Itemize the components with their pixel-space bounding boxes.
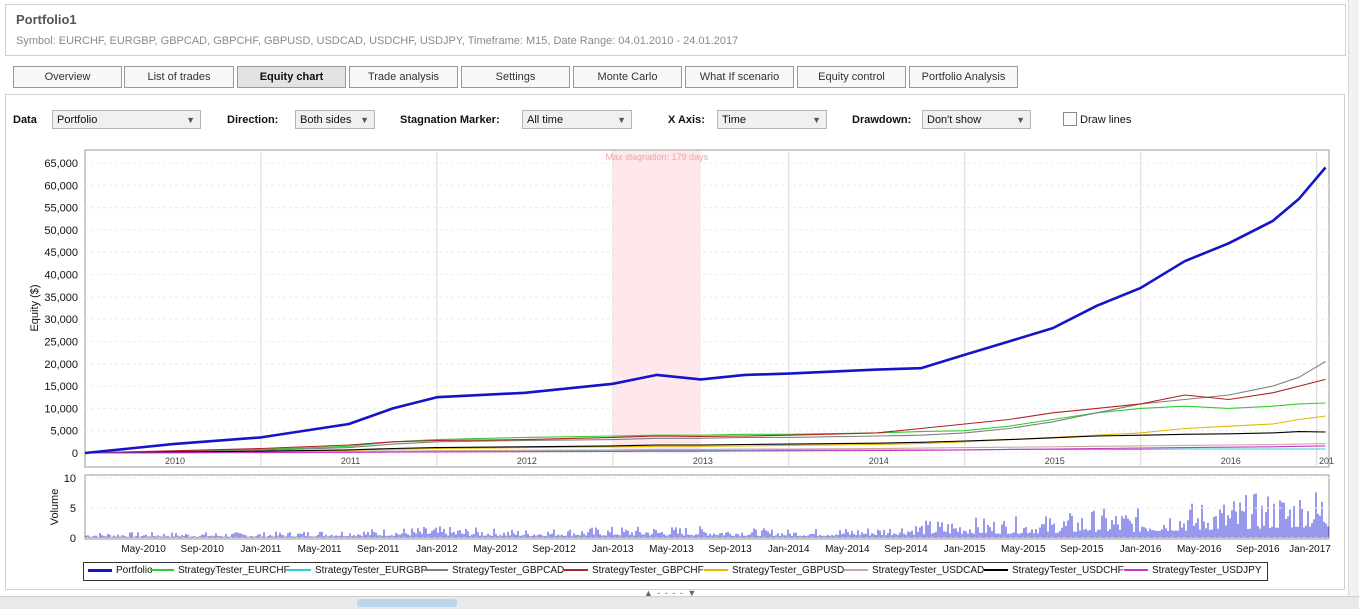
legend-swatch (88, 568, 112, 572)
legend-swatch (1124, 569, 1148, 572)
splitter-handle[interactable]: ▲ - - - - ▼ (644, 588, 698, 598)
data-select-value: Portfolio (57, 114, 98, 126)
legend-label: StrategyTester_USDJPY (1152, 565, 1262, 576)
tab-what-if-scenario[interactable]: What If scenario (685, 66, 794, 88)
x-axis-select[interactable]: Time ▼ (717, 110, 827, 129)
chevron-down-icon: ▼ (1016, 115, 1025, 125)
legend-swatch (287, 569, 311, 572)
legend-item-usdcad[interactable]: StrategyTester_USDCAD (844, 565, 984, 578)
legend-item-usdjpy[interactable]: StrategyTester_USDJPY (1124, 565, 1262, 578)
legend-label: Portfolio (116, 565, 153, 576)
portfolio-header: Portfolio1 Symbol: EURCHF, EURGBP, GBPCA… (5, 4, 1346, 56)
chevron-down-icon: ▼ (186, 115, 195, 125)
legend-label: StrategyTester_USDCHF (1012, 565, 1124, 576)
legend-label: StrategyTester_EURCHF (178, 565, 290, 576)
drawdown-select[interactable]: Don't show ▼ (922, 110, 1031, 129)
chevron-down-icon: ▼ (812, 115, 821, 125)
x-axis-value: Time (722, 114, 747, 126)
chevron-down-icon: ▼ (360, 115, 369, 125)
legend-item-eurchf[interactable]: StrategyTester_EURCHF (150, 565, 290, 578)
direction-select-value: Both sides (300, 114, 352, 126)
legend-label: StrategyTester_EURGBP (315, 565, 428, 576)
stagnation-marker-value: All time (527, 114, 564, 126)
direction-label: Direction: (227, 114, 279, 126)
tab-monte-carlo[interactable]: Monte Carlo (573, 66, 682, 88)
legend-swatch (704, 569, 728, 572)
direction-select[interactable]: Both sides ▼ (295, 110, 375, 129)
legend-swatch (564, 569, 588, 572)
equity-chart-panel (5, 94, 1345, 590)
scrollbar-thumb[interactable] (357, 599, 457, 607)
drawdown-value: Don't show (927, 114, 982, 126)
data-label: Data (13, 114, 37, 126)
legend-item-eurgbp[interactable]: StrategyTester_EURGBP (287, 565, 427, 578)
chevron-down-icon: ▼ (617, 115, 626, 125)
vertical-scrollbar[interactable] (1348, 0, 1359, 596)
horizontal-scrollbar[interactable] (0, 596, 1359, 609)
legend-label: StrategyTester_GBPUSD (732, 565, 845, 576)
legend-swatch (984, 569, 1008, 572)
data-select[interactable]: Portfolio ▼ (52, 110, 201, 129)
tab-list-of-trades[interactable]: List of trades (124, 66, 234, 88)
draw-lines-checkbox[interactable] (1063, 112, 1077, 126)
portfolio-title: Portfolio1 (16, 12, 77, 27)
legend-label: StrategyTester_GBPCHF (592, 565, 704, 576)
legend-label: StrategyTester_USDCAD (872, 565, 985, 576)
legend-swatch (424, 569, 448, 572)
tab-equity-chart[interactable]: Equity chart (237, 66, 346, 88)
legend-item-gbpusd[interactable]: StrategyTester_GBPUSD (704, 565, 844, 578)
legend-swatch (150, 569, 174, 572)
chart-legend: Portfolio StrategyTester_EURCHF Strategy… (83, 562, 1268, 581)
tab-settings[interactable]: Settings (461, 66, 570, 88)
portfolio-subtitle: Symbol: EURCHF, EURGBP, GBPCAD, GBPCHF, … (16, 35, 739, 47)
stagnation-marker-label: Stagnation Marker: (400, 114, 500, 126)
legend-item-gbpchf[interactable]: StrategyTester_GBPCHF (564, 565, 704, 578)
legend-item-portfolio[interactable]: Portfolio (88, 565, 153, 578)
stagnation-marker-select[interactable]: All time ▼ (522, 110, 632, 129)
tab-overview[interactable]: Overview (13, 66, 122, 88)
x-axis-label: X Axis: (668, 114, 705, 126)
tab-portfolio-analysis[interactable]: Portfolio Analysis (909, 66, 1018, 88)
tab-equity-control[interactable]: Equity control (797, 66, 906, 88)
legend-item-gbpcad[interactable]: StrategyTester_GBPCAD (424, 565, 564, 578)
tab-trade-analysis[interactable]: Trade analysis (349, 66, 458, 88)
legend-label: StrategyTester_GBPCAD (452, 565, 565, 576)
legend-swatch (844, 569, 868, 572)
draw-lines-label: Draw lines (1080, 114, 1132, 126)
legend-item-usdchf[interactable]: StrategyTester_USDCHF (984, 565, 1124, 578)
drawdown-label: Drawdown: (852, 114, 912, 126)
